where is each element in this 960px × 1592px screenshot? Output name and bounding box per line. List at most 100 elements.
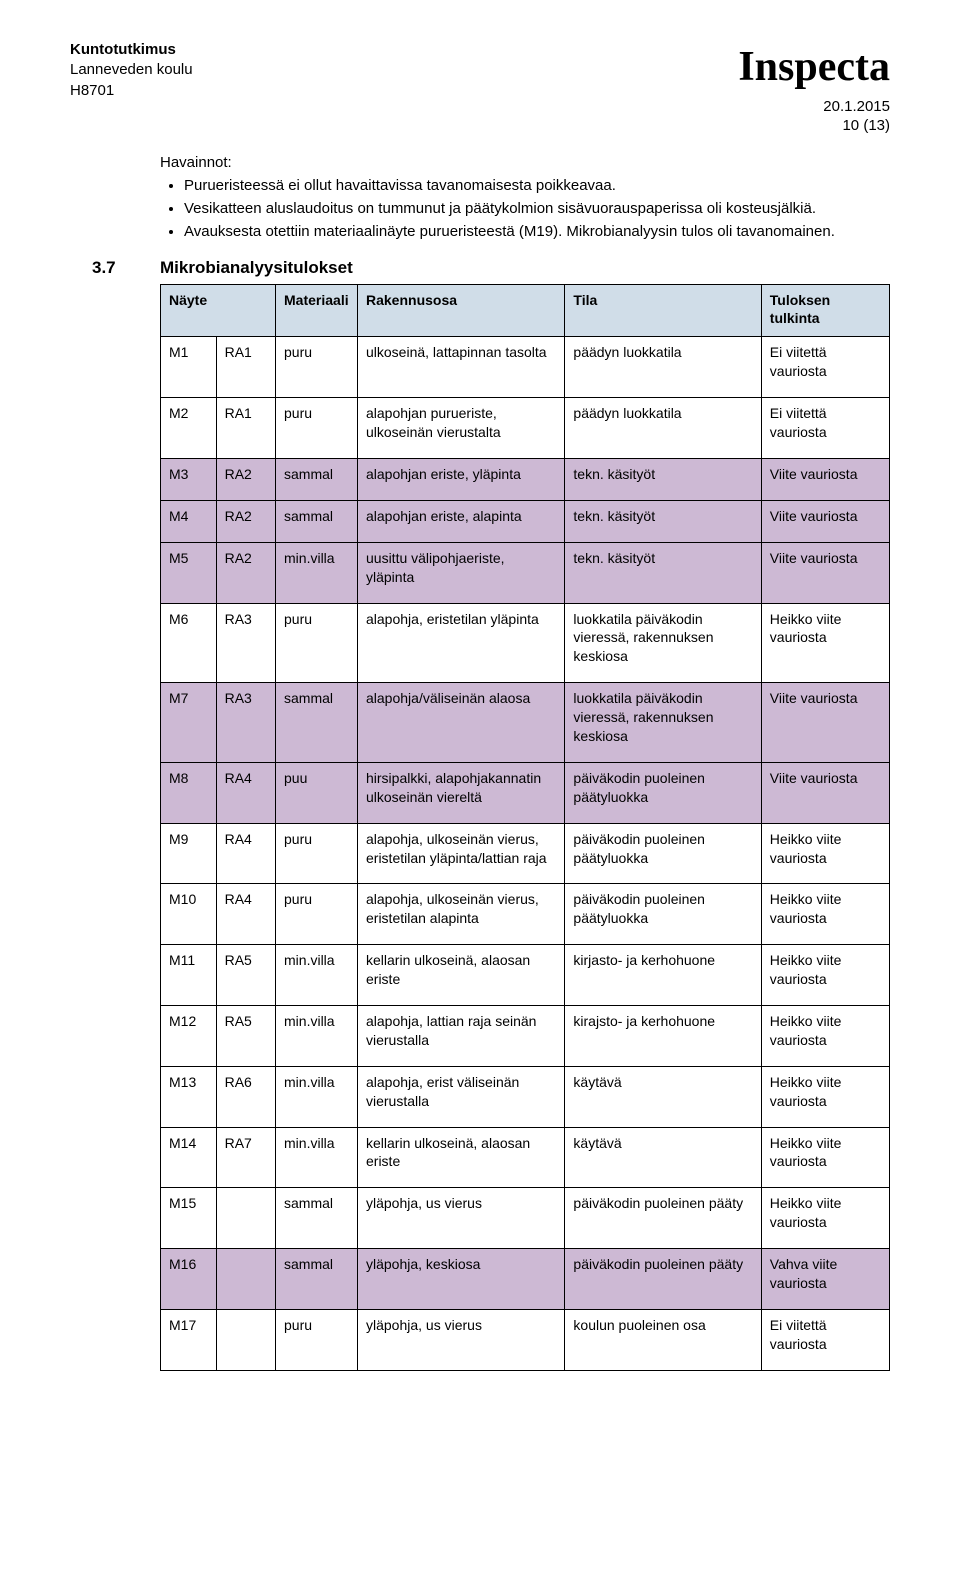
table-cell: päiväkodin puoleinen pääty [565,1188,761,1249]
table-cell: Ei viitettä vauriosta [761,1309,889,1370]
table-header-row: NäyteMateriaaliRakennusosaTilaTuloksen t… [161,284,890,337]
table-cell: M16 [161,1249,217,1310]
table-cell: M2 [161,398,217,459]
section-number: 3.7 [92,258,160,278]
table-cell: min.villa [276,1005,358,1066]
table-cell: puru [276,884,358,945]
table-row: M5RA2min.villauusittu välipohjaeriste, y… [161,542,890,603]
table-cell: tekn. käsityöt [565,458,761,500]
table-cell: päiväkodin puoleinen päätyluokka [565,884,761,945]
table-cell: puru [276,1309,358,1370]
table-cell: alapohja, erist väliseinän vierustalla [358,1066,565,1127]
table-cell: Heikko viite vauriosta [761,823,889,884]
table-cell: RA5 [216,1005,275,1066]
havainnot-title: Havainnot: [160,154,890,171]
table-cell: Heikko viite vauriosta [761,603,889,683]
table-cell: luokkatila päiväkodin vieressä, rakennuk… [565,603,761,683]
table-cell: alapohjan eriste, yläpinta [358,458,565,500]
table-cell: alapohja, eristetilan yläpinta [358,603,565,683]
table-cell: Heikko viite vauriosta [761,945,889,1006]
table-cell: Ei viitettä vauriosta [761,337,889,398]
table-row: M13RA6min.villaalapohja, erist väliseinä… [161,1066,890,1127]
table-body: M1RA1puruulkoseinä, lattapinnan tasoltap… [161,337,890,1370]
section-title: Mikrobianalyysitulokset [160,258,353,278]
results-table: NäyteMateriaaliRakennusosaTilaTuloksen t… [160,284,890,1371]
table-cell: M9 [161,823,217,884]
table-cell: RA6 [216,1066,275,1127]
table-cell: min.villa [276,945,358,1006]
table-cell: M5 [161,542,217,603]
table-header-cell: Näyte [161,284,276,337]
table-cell: uusittu välipohjaeriste, yläpinta [358,542,565,603]
table-cell: kellarin ulkoseinä, alaosan eriste [358,945,565,1006]
table-cell: kirajsto- ja kerhohuone [565,1005,761,1066]
table-cell: puru [276,603,358,683]
table-cell: M8 [161,762,217,823]
table-cell: päiväkodin puoleinen pääty [565,1249,761,1310]
table-cell: puru [276,398,358,459]
table-cell: M7 [161,683,217,763]
table-cell: Ei viitettä vauriosta [761,398,889,459]
table-row: M12RA5min.villaalapohja, lattian raja se… [161,1005,890,1066]
page-header: Kuntotutkimus Lanneveden koulu H8701 Ins… [70,40,890,136]
table-cell [216,1188,275,1249]
table-cell: alapohja, lattian raja seinän vierustall… [358,1005,565,1066]
table-cell: sammal [276,1188,358,1249]
table-cell: RA1 [216,337,275,398]
table-header-cell: Rakennusosa [358,284,565,337]
table-cell: M17 [161,1309,217,1370]
table-cell: päädyn luokkatila [565,398,761,459]
table-row: M11RA5min.villakellarin ulkoseinä, alaos… [161,945,890,1006]
table-cell: yläpohja, us vierus [358,1309,565,1370]
table-cell: Viite vauriosta [761,683,889,763]
table-header-cell: Tuloksen tulkinta [761,284,889,337]
table-cell: alapohja, ulkoseinän vierus, eristetilan… [358,884,565,945]
table-cell: Heikko viite vauriosta [761,884,889,945]
table-row: M6RA3purualapohja, eristetilan yläpintal… [161,603,890,683]
table-cell: Viite vauriosta [761,458,889,500]
table-cell: M1 [161,337,217,398]
section-heading: 3.7 Mikrobianalyysitulokset [92,258,890,278]
table-cell: ulkoseinä, lattapinnan tasolta [358,337,565,398]
table-cell: M15 [161,1188,217,1249]
table-header-cell: Tila [565,284,761,337]
table-cell: M4 [161,500,217,542]
table-cell: Viite vauriosta [761,500,889,542]
table-cell: Heikko viite vauriosta [761,1188,889,1249]
table-cell: käytävä [565,1066,761,1127]
table-cell: RA1 [216,398,275,459]
header-right: Inspecta 20.1.2015 10 (13) [738,40,890,136]
table-row: M4RA2sammalalapohjan eriste, alapintatek… [161,500,890,542]
content: Havainnot: Purueristeessä ei ollut havai… [160,154,890,1371]
table-cell: M13 [161,1066,217,1127]
table-cell: Viite vauriosta [761,762,889,823]
table-cell: min.villa [276,1127,358,1188]
table-cell [216,1249,275,1310]
table-cell: yläpohja, keskiosa [358,1249,565,1310]
table-cell: alapohjan eriste, alapinta [358,500,565,542]
table-cell [216,1309,275,1370]
table-row: M15sammalyläpohja, us vieruspäiväkodin p… [161,1188,890,1249]
table-cell: tekn. käsityöt [565,542,761,603]
table-cell: päiväkodin puoleinen päätyluokka [565,762,761,823]
logo: Inspecta [738,40,890,95]
table-cell: koulun puoleinen osa [565,1309,761,1370]
havainnot-list: Purueristeessä ei ollut havaittavissa ta… [160,175,890,242]
table-row: M7RA3sammalalapohja/väliseinän alaosaluo… [161,683,890,763]
table-cell: min.villa [276,1066,358,1127]
table-cell: RA3 [216,603,275,683]
table-row: M9RA4purualapohja, ulkoseinän vierus, er… [161,823,890,884]
table-row: M16 sammalyläpohja, keskiosapäiväkodin pu… [161,1249,890,1310]
table-cell: sammal [276,1249,358,1310]
table-cell: alapohja, ulkoseinän vierus, eristetilan… [358,823,565,884]
page: Kuntotutkimus Lanneveden koulu H8701 Ins… [0,0,960,1411]
table-cell: M11 [161,945,217,1006]
doc-date: 20.1.2015 [738,97,890,117]
table-row: M14RA7min.villakellarin ulkoseinä, alaos… [161,1127,890,1188]
table-cell: M14 [161,1127,217,1188]
table-cell: RA7 [216,1127,275,1188]
doc-pageinfo: 10 (13) [738,116,890,136]
table-cell: käytävä [565,1127,761,1188]
table-cell: sammal [276,500,358,542]
table-header-cell: Materiaali [276,284,358,337]
